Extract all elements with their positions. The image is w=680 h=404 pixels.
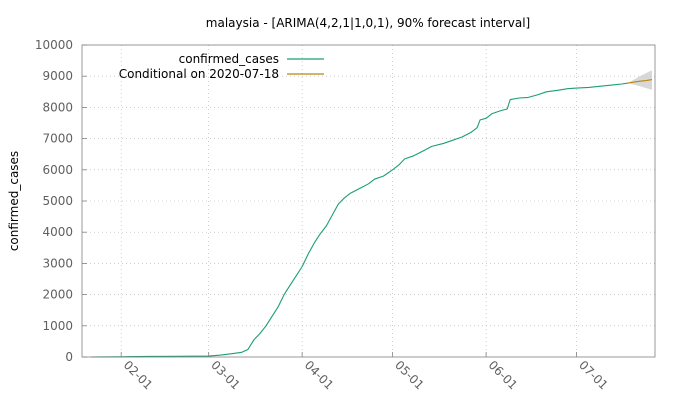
legend: confirmed_cases Conditional on 2020-07-1… [119,52,324,81]
series-lines [90,79,653,358]
forecast-interval-area [627,70,652,90]
plot-border [81,44,656,358]
y-tick-label: 0 [65,350,73,364]
y-tick-label: 4000 [42,225,73,239]
forecast-interval-band [627,70,652,90]
y-tick-label: 10000 [35,38,73,52]
chart-title: malaysia - [ARIMA(4,2,1|1,0,1), 90% fore… [206,16,530,30]
y-tick-label: 7000 [42,132,73,146]
y-tick-label: 3000 [42,256,73,270]
y-tick-label: 1000 [42,319,73,333]
y-tick-label: 6000 [42,163,73,177]
series-line-forecast [627,79,653,84]
grid [82,44,655,357]
y-tick-label: 8000 [42,100,73,114]
y-axis-label: confirmed_cases [7,151,21,251]
y-tick-label: 9000 [42,69,73,83]
y-tick-label: 5000 [42,194,73,208]
axes [81,44,656,358]
series-line-confirmed-cases [90,82,628,358]
legend-label-forecast: Conditional on 2020-07-18 [119,67,279,81]
legend-label-confirmed-cases: confirmed_cases [179,52,279,66]
y-tick-label: 2000 [42,288,73,302]
